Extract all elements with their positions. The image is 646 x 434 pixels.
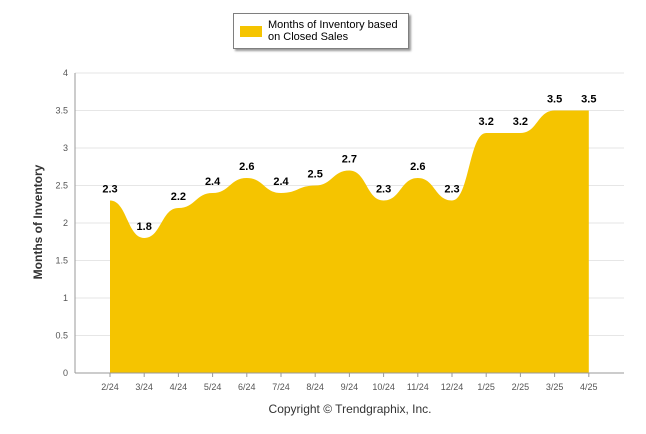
x-tick-label: 6/24 bbox=[238, 382, 256, 392]
x-tick-label: 5/24 bbox=[204, 382, 222, 392]
y-tick-label: 2 bbox=[63, 218, 68, 228]
data-label: 2.3 bbox=[444, 184, 459, 196]
y-tick-label: 1.5 bbox=[55, 256, 68, 266]
x-tick-label: 1/25 bbox=[477, 382, 495, 392]
x-tick-label: 3/24 bbox=[135, 382, 153, 392]
area-series bbox=[109, 110, 589, 373]
legend-label: Months of Inventory based on Closed Sale… bbox=[268, 19, 398, 43]
data-labels: 2.3 1.8 2.2 2.4 2.6 2.4 2.5 2.7 2.3 2.6 2.3 3.2 3.2 3… bbox=[102, 94, 596, 234]
data-label: 3.5 bbox=[581, 94, 596, 106]
y-tick-label: 3 bbox=[63, 143, 68, 153]
x-tick-label: 8/24 bbox=[306, 382, 324, 392]
legend-label-line1: Months of Inventory based bbox=[268, 19, 398, 31]
y-tick-label: 1 bbox=[63, 293, 68, 303]
x-tick-label: 12/24 bbox=[441, 382, 464, 392]
legend-label-line2: on Closed Sales bbox=[268, 31, 349, 43]
data-label: 2.4 bbox=[273, 176, 289, 188]
legend: Months of Inventory based on Closed Sale… bbox=[233, 13, 409, 49]
data-label: 2.4 bbox=[205, 176, 221, 188]
data-label: 2.5 bbox=[308, 169, 323, 181]
x-tick-label: 7/24 bbox=[272, 382, 290, 392]
data-label: 1.8 bbox=[137, 221, 152, 233]
y-tick-label: 2.5 bbox=[55, 181, 68, 191]
area-fill bbox=[110, 110, 589, 373]
data-label: 2.6 bbox=[410, 161, 425, 173]
y-tick-label: 0 bbox=[63, 368, 68, 378]
data-label: 3.5 bbox=[547, 94, 562, 106]
y-tick-label: 4 bbox=[63, 68, 68, 78]
data-label: 3.2 bbox=[479, 116, 494, 128]
x-tick-label: 4/24 bbox=[170, 382, 188, 392]
x-tick-label: 3/25 bbox=[546, 382, 564, 392]
x-tick-label: 10/24 bbox=[372, 382, 395, 392]
data-label: 2.3 bbox=[376, 184, 391, 196]
x-tick-label: 11/24 bbox=[407, 382, 429, 392]
x-tick-label: 9/24 bbox=[341, 382, 359, 392]
y-tick-label: 0.5 bbox=[55, 331, 68, 341]
x-tick-label: 4/25 bbox=[580, 382, 598, 392]
y-tick-label: 3.5 bbox=[55, 106, 68, 116]
axes: 0 0.5 1 1.5 2 2.5 3 3.5 4 2/24 3/24 4/24 5/24 6/24 7/2… bbox=[55, 68, 624, 392]
data-label: 2.7 bbox=[342, 154, 357, 166]
data-label: 3.2 bbox=[513, 116, 528, 128]
data-label: 2.6 bbox=[239, 161, 254, 173]
data-label: 2.2 bbox=[171, 191, 186, 203]
legend-swatch bbox=[240, 25, 262, 37]
data-label: 2.3 bbox=[102, 184, 117, 196]
x-tick-label: 2/25 bbox=[512, 382, 530, 392]
copyright-text: Copyright © Trendgraphix, Inc. bbox=[268, 402, 432, 416]
x-tick-label: 2/24 bbox=[101, 382, 119, 392]
